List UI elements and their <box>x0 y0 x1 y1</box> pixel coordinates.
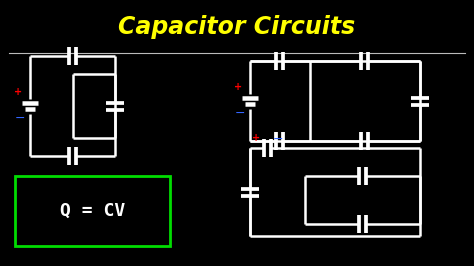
Text: −: − <box>15 111 25 124</box>
FancyBboxPatch shape <box>15 176 170 246</box>
Text: +: + <box>14 87 22 97</box>
Text: +: + <box>234 82 242 92</box>
Text: Q = CV: Q = CV <box>60 202 125 220</box>
Text: −: − <box>272 132 283 146</box>
Text: +: + <box>253 133 261 143</box>
Text: −: − <box>235 106 245 119</box>
Text: Capacitor Circuits: Capacitor Circuits <box>118 15 356 39</box>
